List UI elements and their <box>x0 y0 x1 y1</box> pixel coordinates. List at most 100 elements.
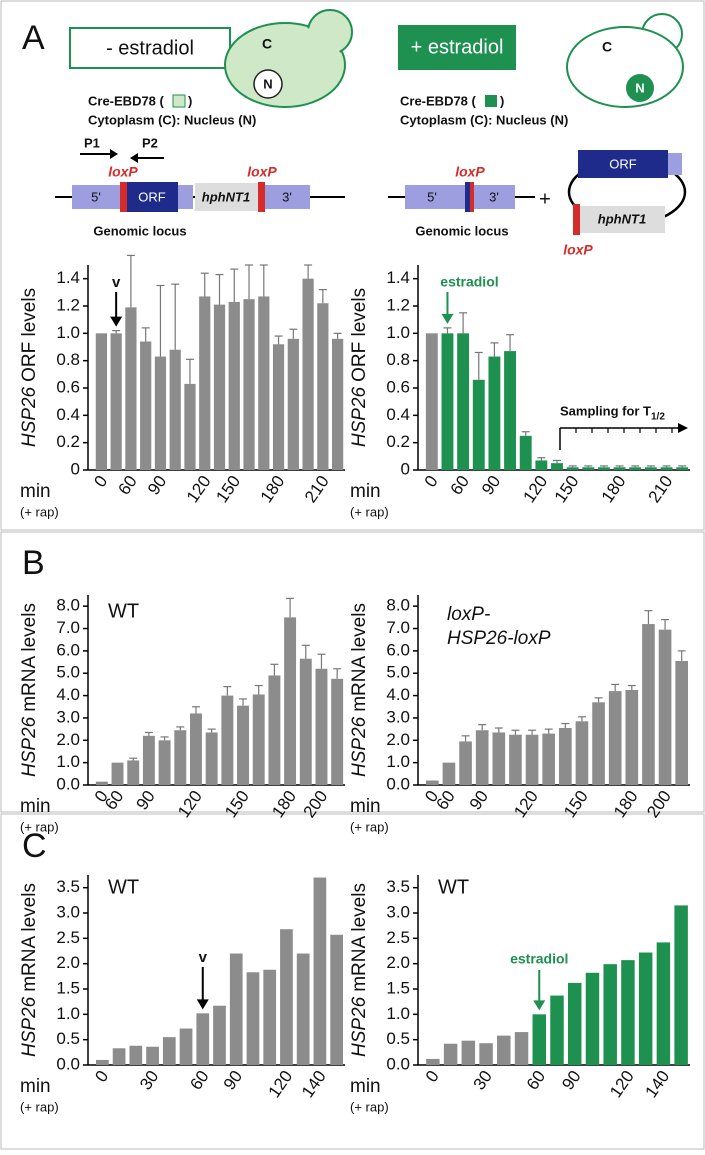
bar <box>330 934 343 1065</box>
arrowhead <box>441 313 454 324</box>
bar <box>582 467 595 470</box>
y-axis-label-text: mRNA levels <box>19 603 40 712</box>
bar <box>675 660 689 785</box>
y-tick-label: 6.0 <box>56 640 80 659</box>
x-tick-label: 210 <box>645 472 677 506</box>
y-axis-label-gene: HSP26 <box>349 996 370 1057</box>
y-tick-label: 0 <box>401 459 410 478</box>
bar <box>535 460 548 470</box>
y-axis-label-text: ORF levels <box>19 288 40 382</box>
x-tick-label: 60 <box>114 472 140 498</box>
y-tick-label: 0.6 <box>386 377 410 396</box>
x-tick-label: 140 <box>298 1067 330 1101</box>
bar <box>179 1028 193 1065</box>
condition: + estradiol <box>411 36 504 58</box>
bar <box>95 781 108 785</box>
bar <box>332 338 344 470</box>
annotation: estradiol <box>510 951 568 967</box>
bar <box>169 349 181 470</box>
y-tick-label: 7.0 <box>56 618 80 637</box>
gene-5 <box>72 185 120 209</box>
bar <box>272 344 285 470</box>
bar <box>331 678 344 785</box>
bar <box>472 379 485 470</box>
gene-label: 5' <box>91 189 101 204</box>
x-tick-label: 0 <box>422 1067 443 1086</box>
y-tick-label: 3.5 <box>56 877 80 896</box>
compartments: Cytoplasm (C): Nucleus (N) <box>88 112 256 127</box>
bar <box>457 333 470 470</box>
annotation: estradiol <box>440 274 498 290</box>
bar <box>196 1013 210 1065</box>
bar <box>263 969 277 1065</box>
bar <box>443 1043 458 1065</box>
bar <box>638 952 653 1065</box>
condition: - estradiol <box>106 37 194 59</box>
bar <box>519 435 532 470</box>
x-tick-label: 90 <box>558 1067 584 1093</box>
bar <box>642 624 655 785</box>
x-tick-label: 60 <box>447 472 473 498</box>
x-axis-label: min <box>20 1076 51 1097</box>
x-tick-label: 150 <box>212 472 244 506</box>
bar <box>542 733 556 785</box>
x-tick-label: 120 <box>606 1067 638 1101</box>
bar <box>461 1040 476 1065</box>
bar <box>213 1005 226 1065</box>
primer: P1 <box>84 135 100 150</box>
bar <box>246 972 260 1065</box>
y-tick-label: 4.0 <box>386 685 410 704</box>
bar <box>514 1032 529 1065</box>
x-axis-label: min <box>350 481 381 502</box>
bar <box>127 760 140 785</box>
fusion-end: ) <box>500 93 504 108</box>
y-tick-label: 0.8 <box>386 350 410 369</box>
x-axis-sublabel: (+ rap) <box>20 504 59 519</box>
x-tick-label: 60 <box>432 787 458 813</box>
gene-label: 5' <box>427 189 437 204</box>
gene-label: 3' <box>489 189 499 204</box>
y-tick-label: 1.0 <box>386 323 410 342</box>
bar <box>558 728 572 785</box>
y-tick-label: 0.2 <box>386 432 410 451</box>
x-axis-sublabel: (+ rap) <box>20 819 59 834</box>
loxp-label: loxP <box>563 242 593 258</box>
orf <box>127 182 178 212</box>
bar <box>190 713 202 785</box>
y-tick-label: 0.8 <box>56 350 80 369</box>
fusion: Cre-EBD78 ( <box>400 93 477 108</box>
bar <box>174 730 187 785</box>
fusion: Cre-EBD78 ( <box>88 93 165 108</box>
x-tick-label: 60 <box>523 1067 549 1093</box>
y-tick-label: 0.2 <box>56 432 80 451</box>
loxp <box>258 182 265 212</box>
bar <box>287 338 299 470</box>
y-tick-label: 0.5 <box>386 1029 410 1048</box>
bar <box>110 333 122 470</box>
annotation: 1/2 <box>651 412 665 423</box>
y-tick-label: 3.5 <box>386 877 410 896</box>
nucleus-label: N <box>263 76 272 91</box>
x-axis-sublabel: (+ rap) <box>350 1099 389 1114</box>
bar <box>625 690 639 785</box>
gene-3 <box>474 185 515 209</box>
y-tick-label: 0.0 <box>56 774 80 793</box>
nucleus <box>253 69 283 99</box>
y-tick-label: 1.4 <box>56 268 80 287</box>
bar <box>603 964 617 1065</box>
panel-frame <box>0 0 705 531</box>
bar <box>509 734 522 785</box>
nucleus-label: N <box>635 80 644 95</box>
bar <box>315 668 328 785</box>
orf-stub <box>465 182 470 212</box>
arrowhead <box>678 423 688 433</box>
y-tick-label: 2.0 <box>56 953 80 972</box>
y-axis-label: HSP26 mRNA levels <box>349 883 370 1057</box>
y-tick-label: 1.2 <box>386 295 410 314</box>
locus-label: Genomic locus <box>93 223 186 238</box>
bar <box>228 301 240 470</box>
x-axis-sublabel: (+ rap) <box>350 819 389 834</box>
loxp <box>573 204 580 235</box>
panel-letter: C <box>22 827 47 865</box>
bar <box>111 762 124 785</box>
